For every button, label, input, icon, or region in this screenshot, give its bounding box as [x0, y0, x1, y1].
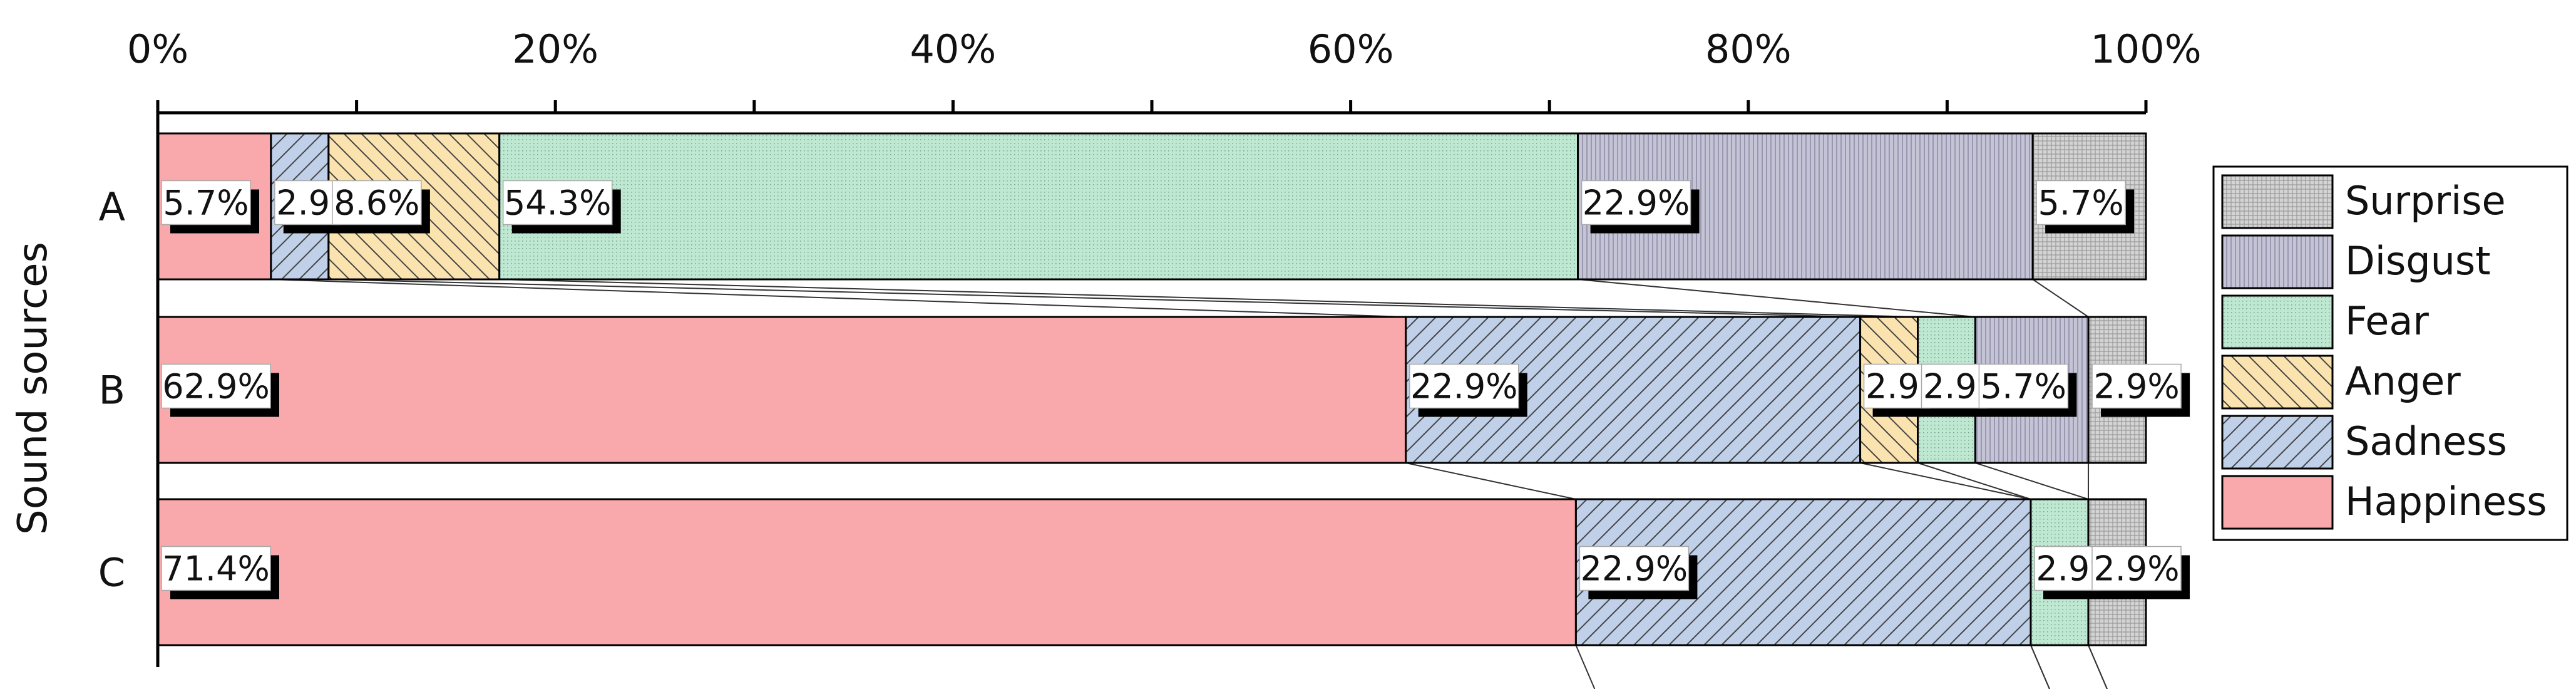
x-tick-label-80-: 80%: [1705, 26, 1792, 72]
y-axis: A B C: [98, 184, 125, 596]
connector-line: [2032, 279, 2089, 318]
category-label-c: C: [98, 550, 125, 596]
data-label-text: 22.9%: [1581, 549, 1688, 589]
legend-swatch-outline: [2221, 174, 2334, 229]
legend-swatch-pattern: [2222, 356, 2332, 408]
data-label-text: 2.9%: [2093, 367, 2179, 407]
data-label-b-happiness: 62.9%: [161, 363, 279, 417]
data-label-text: 5.7%: [163, 184, 249, 223]
data-label-text: 22.9%: [1410, 367, 1518, 407]
connector-line: [499, 279, 1918, 318]
label-box: [161, 180, 251, 225]
legend-swatch-outline: [2221, 294, 2334, 350]
legend-item-fear: Fear: [2221, 294, 2429, 350]
data-label-text: 5.7%: [2038, 184, 2124, 223]
connector-line: [1860, 462, 2031, 500]
legend-swatch-fill: [2222, 476, 2332, 529]
category-label-a: A: [99, 184, 125, 230]
legend-label: Sadness: [2345, 418, 2507, 464]
data-labels-layer: 5.7% 2.9% 8.6% 54.3% 22.9% 5.7% 62.9% 22.9% 2.9%…: [161, 180, 2190, 599]
y-axis-title: Sound sources: [10, 242, 56, 535]
data-label-text: 62.9%: [162, 367, 270, 407]
connector-line: [2088, 645, 2108, 689]
label-box: [332, 180, 422, 225]
x-axis: 0% 20% 40% 60% 80% 100%: [127, 26, 2202, 667]
data-label-a-disgust: 22.9%: [1581, 180, 1700, 234]
legend-label: Surprise: [2345, 178, 2506, 224]
data-label-a-happiness: 5.7%: [161, 180, 259, 234]
legend-item-disgust: Disgust: [2221, 234, 2491, 289]
connector-line: [1578, 279, 1976, 318]
data-label-text: 22.9%: [1583, 184, 1690, 223]
legend-swatch-outline: [2221, 415, 2334, 470]
legend-label: Disgust: [2345, 238, 2491, 284]
x-tick-label-60-: 60%: [1308, 26, 1394, 72]
legend-swatch-outline: [2221, 234, 2334, 289]
legend-item-sadness: Sadness: [2221, 415, 2507, 470]
x-tick-label-40-: 40%: [910, 26, 996, 72]
data-label-c-happiness: 71.4%: [161, 546, 279, 599]
data-label-a-anger: 8.6%: [332, 180, 430, 234]
legend-item-anger: Anger: [2221, 355, 2461, 410]
legend-label: Fear: [2345, 298, 2429, 344]
data-label-a-fear: 54.3%: [502, 180, 621, 234]
connector-line: [270, 279, 1406, 318]
connector-line: [2030, 645, 2050, 689]
connector-lines: [270, 279, 2108, 689]
label-box: [1978, 363, 2069, 409]
label-box: [2091, 363, 2182, 409]
data-label-text: 8.6%: [334, 184, 419, 223]
connector-line: [328, 279, 1860, 318]
data-label-c-sadness: 22.9%: [1579, 546, 1698, 599]
bar-fill: [158, 317, 1406, 463]
legend-swatch-pattern: [2222, 236, 2332, 288]
x-tick-label-20-: 20%: [512, 26, 598, 72]
label-box: [1579, 546, 1690, 591]
legend-swatch-outline: [2221, 355, 2334, 410]
data-label-b-sadness: 22.9%: [1409, 363, 1527, 417]
legend-item-surprise: Surprise: [2221, 174, 2506, 229]
label-box: [161, 363, 271, 409]
data-label-text: 5.7%: [1981, 367, 2066, 407]
bar-pattern: [499, 133, 1578, 279]
connector-line: [1575, 645, 1596, 689]
legend-swatch-pattern: [2222, 416, 2332, 469]
label-box: [2036, 180, 2126, 225]
legend: Surprise Disgust Fear Anger Sadness Happiness: [2212, 165, 2568, 541]
legend-item-happiness: Happiness: [2221, 475, 2547, 530]
data-label-b-disgust: 5.7%: [1978, 363, 2077, 417]
bar-b-happiness: [157, 316, 1407, 464]
data-label-b-surprise: 2.9%: [2091, 363, 2190, 417]
data-label-text: 2.9%: [2093, 549, 2179, 589]
bar-outline: [2031, 132, 2147, 281]
legend-label: Anger: [2345, 358, 2461, 404]
bar-fill: [158, 499, 1576, 645]
legend-swatch-outline: [2221, 475, 2334, 530]
data-label-text: 54.3%: [504, 184, 612, 223]
connector-line: [1917, 462, 2031, 500]
label-box: [161, 546, 271, 591]
label-box: [1409, 363, 1519, 409]
label-box: [502, 180, 613, 225]
label-box: [1581, 180, 1691, 225]
data-label-a-surprise: 5.7%: [2036, 180, 2135, 234]
legend-label: Happiness: [2345, 479, 2547, 524]
x-tick-label-0-: 0%: [127, 26, 188, 72]
bar-b-sadness: [1405, 316, 1862, 464]
category-label-b: B: [98, 368, 125, 413]
bar-c-happiness: [157, 498, 1577, 646]
connector-line: [1975, 462, 2089, 500]
bar-a-fear: [498, 132, 1579, 281]
connector-line: [1405, 462, 1576, 500]
label-box: [2091, 546, 2182, 591]
legend-swatch-pattern: [2222, 296, 2332, 348]
x-tick-label-100-: 100%: [2090, 26, 2201, 72]
legend-swatch-pattern: [2222, 175, 2332, 228]
bars-layer: [157, 132, 2147, 646]
data-label-c-surprise: 2.9%: [2091, 546, 2190, 599]
data-label-text: 71.4%: [162, 549, 270, 589]
